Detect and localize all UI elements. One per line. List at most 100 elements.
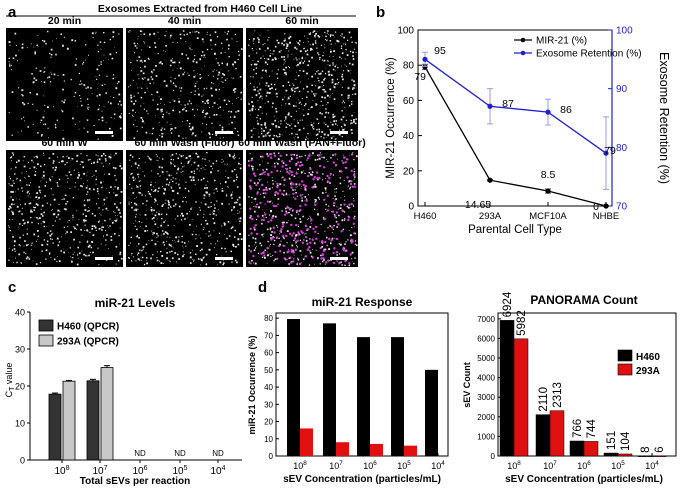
panel-c-label: c [8, 279, 16, 296]
data-point [487, 103, 493, 109]
bar [617, 453, 633, 457]
bar [549, 410, 565, 457]
y2-tick-label: 100 [616, 26, 633, 37]
legend-label: Exosome Retention (%) [536, 49, 642, 60]
y-tick-label: 80 [403, 61, 415, 72]
y-tick-label: 1000 [477, 432, 495, 441]
y-tick-label: 40 [15, 308, 25, 318]
panel-a: a Exosomes Extracted from H460 Cell Line… [6, 3, 366, 267]
legend-marker [520, 50, 526, 56]
chart-d2: 0 1000 2000 3000 4000 5000 6000 7000 108 107 106 10… [462, 291, 677, 485]
y2-tick-label: 80 [616, 143, 628, 154]
series-line [424, 58, 607, 154]
y-tick-label: 4000 [477, 374, 495, 383]
scale-bar [215, 257, 233, 260]
data-label: 0 [593, 201, 599, 213]
y-axis-title: miR-21 Occurrence (%) [247, 335, 257, 434]
not-detected-label: ND [134, 449, 146, 458]
data-label: 86 [560, 104, 572, 116]
micrograph-grid: 20 min 40 min 60 min 60 min W 60 min Wash (F… [6, 15, 366, 267]
micrograph-tile: 60 min W [6, 137, 123, 267]
data-label: 2313 [552, 382, 564, 408]
data-point [603, 150, 609, 156]
bar [62, 380, 76, 461]
data-point [487, 177, 493, 183]
data-label: 87 [502, 98, 514, 110]
chart-title: miR-21 Response [312, 295, 413, 309]
bar [425, 369, 438, 456]
micrograph-caption: 60 min Wash (PAN+Fluor) [238, 137, 365, 149]
data-label: 6 [654, 446, 666, 452]
y2-axis-title: Exosome Retention (%) [657, 52, 671, 184]
micrograph-caption: 60 min Wash (Fluor) [135, 137, 235, 149]
legend-label: H460 (QPCR) [57, 322, 119, 333]
x-tick-label: H460 [414, 211, 437, 222]
data-label: 79 [414, 71, 426, 83]
y-tick-label: 2000 [477, 413, 495, 422]
x-tick-label: 104 [645, 460, 659, 471]
data-point [545, 109, 551, 115]
bar [603, 452, 619, 457]
legend-label: 293A [636, 366, 660, 377]
legend-label: MIR-21 (%) [536, 36, 587, 47]
bar [391, 337, 404, 456]
micrograph-particles [128, 152, 243, 266]
y-tick-label: 0 [269, 452, 274, 461]
y-tick-label: 6000 [477, 334, 495, 343]
not-detected-label: ND [212, 449, 224, 458]
series-line [424, 66, 607, 207]
y-tick-label: 0 [491, 452, 496, 461]
x-tick-label: MCF10A [529, 211, 567, 222]
bar [323, 323, 336, 456]
bar [86, 380, 100, 461]
micrograph-background [246, 28, 358, 141]
data-label: 5982 [516, 310, 528, 336]
legend-marker [520, 37, 526, 43]
bar [404, 445, 417, 456]
x-axis-title: sEV Concentration (particles/mL) [283, 474, 441, 485]
y-tick-label: 80 [264, 314, 273, 323]
y-tick-label: 10 [15, 419, 25, 429]
y-tick-label: 20 [264, 418, 273, 427]
y-tick-label: 20 [403, 166, 415, 177]
bar [336, 442, 349, 456]
data-label: 95 [434, 45, 446, 57]
bar [569, 440, 585, 457]
micrograph-caption: 60 min [285, 15, 318, 27]
panel-a-title: Exosomes Extracted from H460 Cell Line [98, 3, 302, 15]
bar [513, 338, 529, 457]
legend-swatch [617, 349, 633, 362]
y-tick-label: 30 [264, 400, 273, 409]
x-tick-label: 107 [543, 460, 557, 471]
chart-b: 0 20 40 60 80 100 70 80 90 100 H460 293A MCF10A NHBE P… [385, 26, 671, 237]
x-tick-label: 108 [507, 460, 521, 471]
data-label: 8.5 [541, 169, 556, 181]
data-label: 79 [604, 145, 616, 157]
y-tick-label: 20 [15, 382, 25, 392]
panel-b: b 0 20 40 60 80 100 70 80 90 100 H460 293A MCF10A NHB… [376, 4, 671, 236]
scale-bar [330, 257, 348, 260]
y-tick-label: 0 [408, 202, 414, 213]
micrograph-tile: 40 min [126, 15, 243, 141]
bar [651, 455, 667, 457]
micrograph-background [126, 28, 243, 141]
x-axis-title: sEV Concentration (particles/mL) [505, 474, 663, 485]
y2-tick-label: 70 [616, 202, 628, 213]
x-tick-label: 108 [293, 460, 307, 471]
bar [48, 393, 62, 461]
x-tick-label: NHBE [593, 211, 619, 222]
y-tick-label: 40 [403, 131, 415, 142]
scale-bar [95, 257, 113, 260]
bar [370, 443, 383, 456]
x-tick-label: 108 [54, 465, 69, 477]
x-tick-label: 105 [611, 460, 625, 471]
x-axis-title: Total sEVs per reaction [80, 476, 190, 487]
micrograph-tile: 60 min Wash (PAN+Fluor) [238, 137, 366, 267]
micrograph-caption: 20 min [48, 15, 81, 27]
micrograph-tile: 20 min [6, 15, 123, 141]
y-tick-label: 30 [15, 345, 25, 355]
scale-bar [95, 131, 113, 134]
data-label: 14.65 [465, 199, 491, 211]
series-mir21 [422, 63, 609, 209]
